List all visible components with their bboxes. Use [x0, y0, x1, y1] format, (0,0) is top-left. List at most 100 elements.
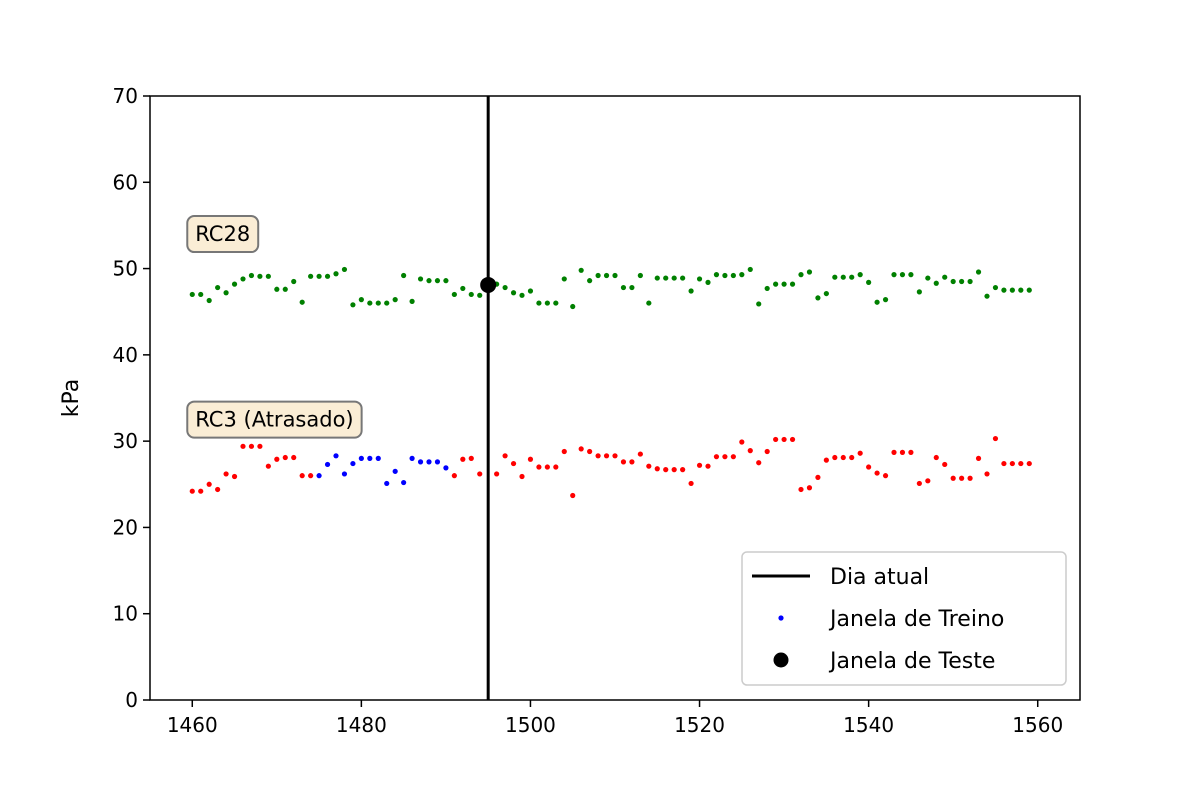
data-point	[637, 451, 643, 457]
data-point	[916, 480, 922, 487]
data-point	[274, 286, 280, 292]
data-point	[570, 303, 576, 310]
x-tick-label: 1520	[674, 713, 725, 737]
data-point	[451, 291, 457, 298]
data-point	[527, 456, 534, 462]
x-tick-label: 1540	[843, 713, 894, 737]
data-point	[798, 486, 804, 493]
data-point	[823, 457, 829, 463]
data-point	[248, 443, 255, 449]
data-point	[561, 448, 567, 455]
data-point	[637, 272, 643, 279]
data-point	[265, 463, 271, 469]
data-point	[502, 453, 508, 459]
series-1	[189, 435, 1032, 499]
x-tick-label: 1480	[336, 713, 387, 737]
data-point	[358, 455, 364, 461]
data-point	[781, 281, 787, 287]
data-point	[257, 443, 263, 449]
data-point	[189, 488, 195, 494]
data-point	[1018, 287, 1024, 293]
data-point	[426, 459, 432, 465]
data-point	[434, 278, 441, 284]
data-point	[1009, 287, 1015, 293]
x-tick-label: 1500	[505, 713, 556, 737]
series-3	[480, 276, 497, 293]
data-point	[671, 467, 677, 473]
data-point	[316, 273, 322, 279]
data-point	[789, 281, 796, 287]
data-point	[663, 275, 669, 281]
data-point	[959, 278, 965, 285]
data-point	[215, 284, 221, 291]
y-tick-label: 60	[113, 170, 138, 194]
data-point	[806, 485, 813, 491]
data-point	[764, 285, 770, 292]
data-point	[299, 299, 305, 305]
data-point	[612, 272, 618, 279]
legend: Dia atual Janela de Treino Janela de Teste	[741, 551, 1067, 686]
data-point	[189, 291, 195, 298]
data-point	[527, 288, 534, 294]
annotation-box	[186, 400, 363, 439]
data-point	[519, 473, 525, 480]
data-point	[629, 284, 635, 291]
data-point	[789, 436, 796, 443]
data-point	[367, 455, 373, 461]
data-point	[248, 272, 255, 279]
data-point	[806, 269, 813, 275]
data-point	[984, 293, 990, 299]
data-point	[578, 267, 584, 273]
legend-label: Janela de Teste	[828, 649, 995, 674]
y-axis-label: kPa	[59, 379, 84, 418]
data-point	[231, 473, 238, 480]
data-point	[603, 453, 610, 459]
data-point	[916, 289, 922, 295]
series-0	[189, 266, 1032, 310]
data-point	[849, 274, 855, 280]
data-point	[992, 284, 999, 291]
data-point	[705, 279, 711, 285]
data-point	[460, 456, 466, 462]
data-point	[375, 300, 381, 306]
y-tick-label: 30	[113, 429, 138, 453]
data-point	[578, 446, 584, 452]
data-point	[553, 300, 559, 306]
data-point	[992, 435, 999, 442]
data-point	[544, 300, 550, 306]
data-point	[612, 453, 618, 459]
data-point	[925, 275, 931, 281]
annotation-box	[186, 215, 260, 254]
data-point	[299, 473, 305, 479]
test-point	[480, 276, 497, 293]
data-point	[874, 299, 880, 305]
data-point	[688, 288, 694, 294]
data-point	[866, 279, 872, 285]
data-point	[324, 461, 331, 468]
data-point	[231, 281, 238, 287]
data-point	[882, 473, 889, 479]
data-point	[942, 461, 948, 468]
legend-box	[741, 551, 1067, 686]
data-point	[933, 280, 939, 286]
data-point	[773, 281, 779, 287]
data-point	[477, 292, 483, 298]
data-point	[324, 273, 331, 279]
data-point	[460, 285, 466, 292]
data-point	[967, 278, 973, 285]
data-point	[815, 474, 821, 480]
data-point	[443, 278, 449, 284]
data-point	[663, 467, 669, 473]
data-point	[620, 284, 627, 291]
data-point	[840, 274, 846, 280]
y-tick-label: 10	[113, 602, 138, 626]
data-point	[823, 290, 829, 297]
data-point	[333, 271, 339, 277]
data-point	[857, 272, 863, 278]
data-point	[510, 460, 517, 467]
data-point	[308, 273, 314, 279]
y-tick-label: 50	[113, 257, 138, 281]
data-point	[240, 276, 246, 282]
data-point	[223, 471, 229, 477]
data-point	[933, 454, 939, 461]
